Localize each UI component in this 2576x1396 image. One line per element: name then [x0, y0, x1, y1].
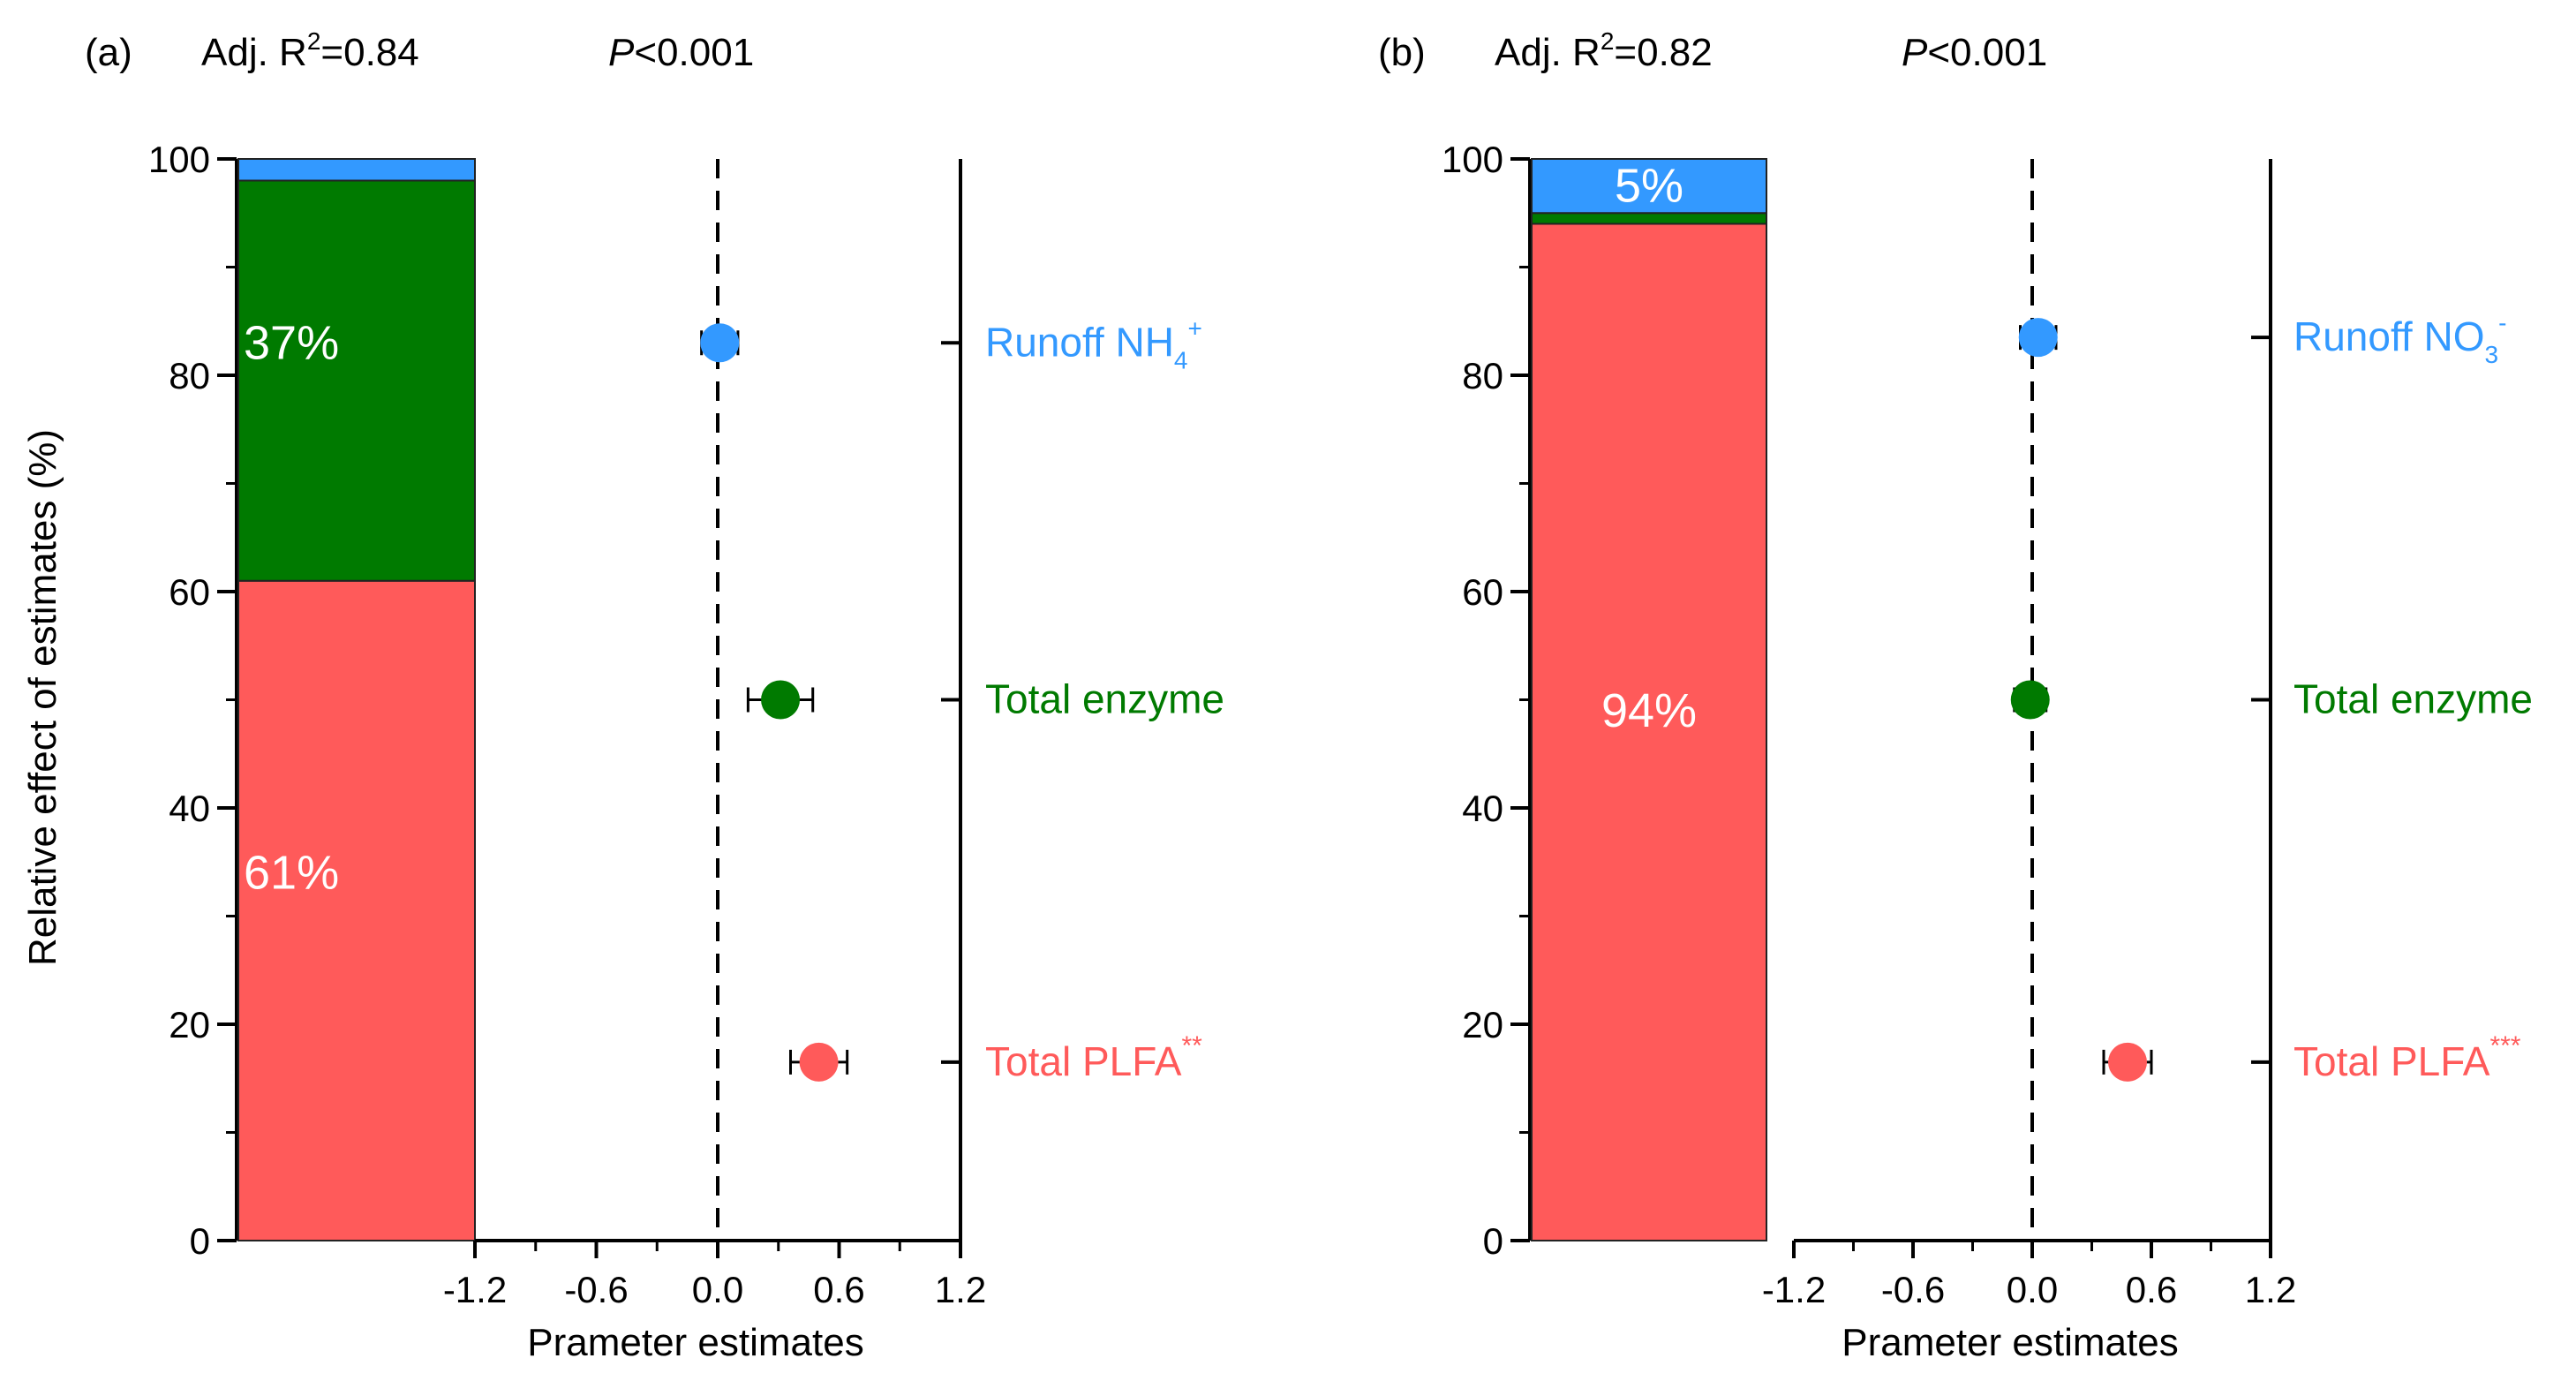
x-tick-label: 1.2	[2245, 1269, 2296, 1310]
y-tick-label: 100	[148, 139, 210, 180]
bar-label-enzyme: 37%	[244, 316, 339, 369]
stack-segment-enzyme	[237, 179, 476, 582]
x-tick-label: 0.6	[2126, 1269, 2177, 1310]
x-axis-label: Prameter estimates	[1842, 1321, 2178, 1364]
x-tick-label: 0.0	[692, 1269, 743, 1310]
adj-r2-label: Adj. R2=0.84	[201, 27, 419, 74]
stack-segment-runoff	[237, 158, 476, 182]
bar-label-runoff: 5%	[1615, 160, 1683, 213]
bar-label-plfa: 94%	[1601, 684, 1697, 737]
point-plfa	[799, 1042, 839, 1082]
series-label-enzyme: Total enzyme	[985, 676, 1224, 722]
x-tick-label: -0.6	[1881, 1269, 1945, 1310]
y-tick-label: 60	[169, 571, 210, 613]
x-axis-label: Prameter estimates	[527, 1321, 863, 1364]
y-tick-label: 100	[1442, 139, 1503, 180]
panel-a: (a) Adj. R2=0.84 P<0.001 0 20 40 60 80 100 61% 37%…	[85, 27, 1224, 1364]
y-tick-label: 40	[169, 788, 210, 829]
x-tick-label: -1.2	[443, 1269, 507, 1310]
y-tick-label: 60	[1462, 571, 1503, 613]
y-axis-label: Relative effect of estimates (%)	[21, 429, 64, 966]
y-tick-label: 20	[1462, 1004, 1503, 1045]
series-label-plfa: Total PLFA***	[2294, 1031, 2521, 1084]
x-tick-label: 0.6	[813, 1269, 864, 1310]
adj-r2-label: Adj. R2=0.82	[1495, 27, 1713, 74]
stack-segment-enzyme	[1531, 212, 1767, 225]
point-enzyme	[761, 680, 801, 720]
y-tick-label: 80	[1462, 355, 1503, 396]
y-tick-label: 0	[1483, 1220, 1503, 1262]
x-tick-label: 0.0	[2007, 1269, 2058, 1310]
p-value-label: P<0.001	[608, 31, 754, 74]
x-tick-label: -0.6	[564, 1269, 628, 1310]
stack-segment-runoff	[1531, 158, 1767, 215]
series-label-runoff: Runoff NH4+	[985, 314, 1202, 374]
stack-segment-plfa	[237, 579, 476, 1241]
bar-label-plfa: 61%	[244, 847, 339, 900]
series-label-enzyme: Total enzyme	[2294, 676, 2533, 722]
panel-label: (a)	[85, 31, 132, 74]
x-tick-label: 1.2	[935, 1269, 986, 1310]
stack-segment-plfa	[1531, 223, 1767, 1241]
y-tick-label: 20	[169, 1004, 210, 1045]
series-label-runoff: Runoff NO3-	[2294, 309, 2506, 368]
point-runoff	[2018, 318, 2058, 358]
point-enzyme	[2010, 680, 2050, 720]
y-tick-label: 80	[169, 355, 210, 396]
point-runoff	[700, 323, 740, 363]
series-label-plfa: Total PLFA**	[985, 1031, 1202, 1084]
x-tick-label: -1.2	[1762, 1269, 1826, 1310]
y-tick-label: 40	[1462, 788, 1503, 829]
point-plfa	[2108, 1042, 2147, 1082]
panel-b: (b) Adj. R2=0.82 P<0.001 0 20 40 60 80 100 94% 5% -…	[1378, 27, 2533, 1364]
panel-label: (b)	[1378, 31, 1426, 74]
y-tick-label: 0	[190, 1220, 210, 1262]
p-value-label: P<0.001	[1902, 31, 2047, 74]
